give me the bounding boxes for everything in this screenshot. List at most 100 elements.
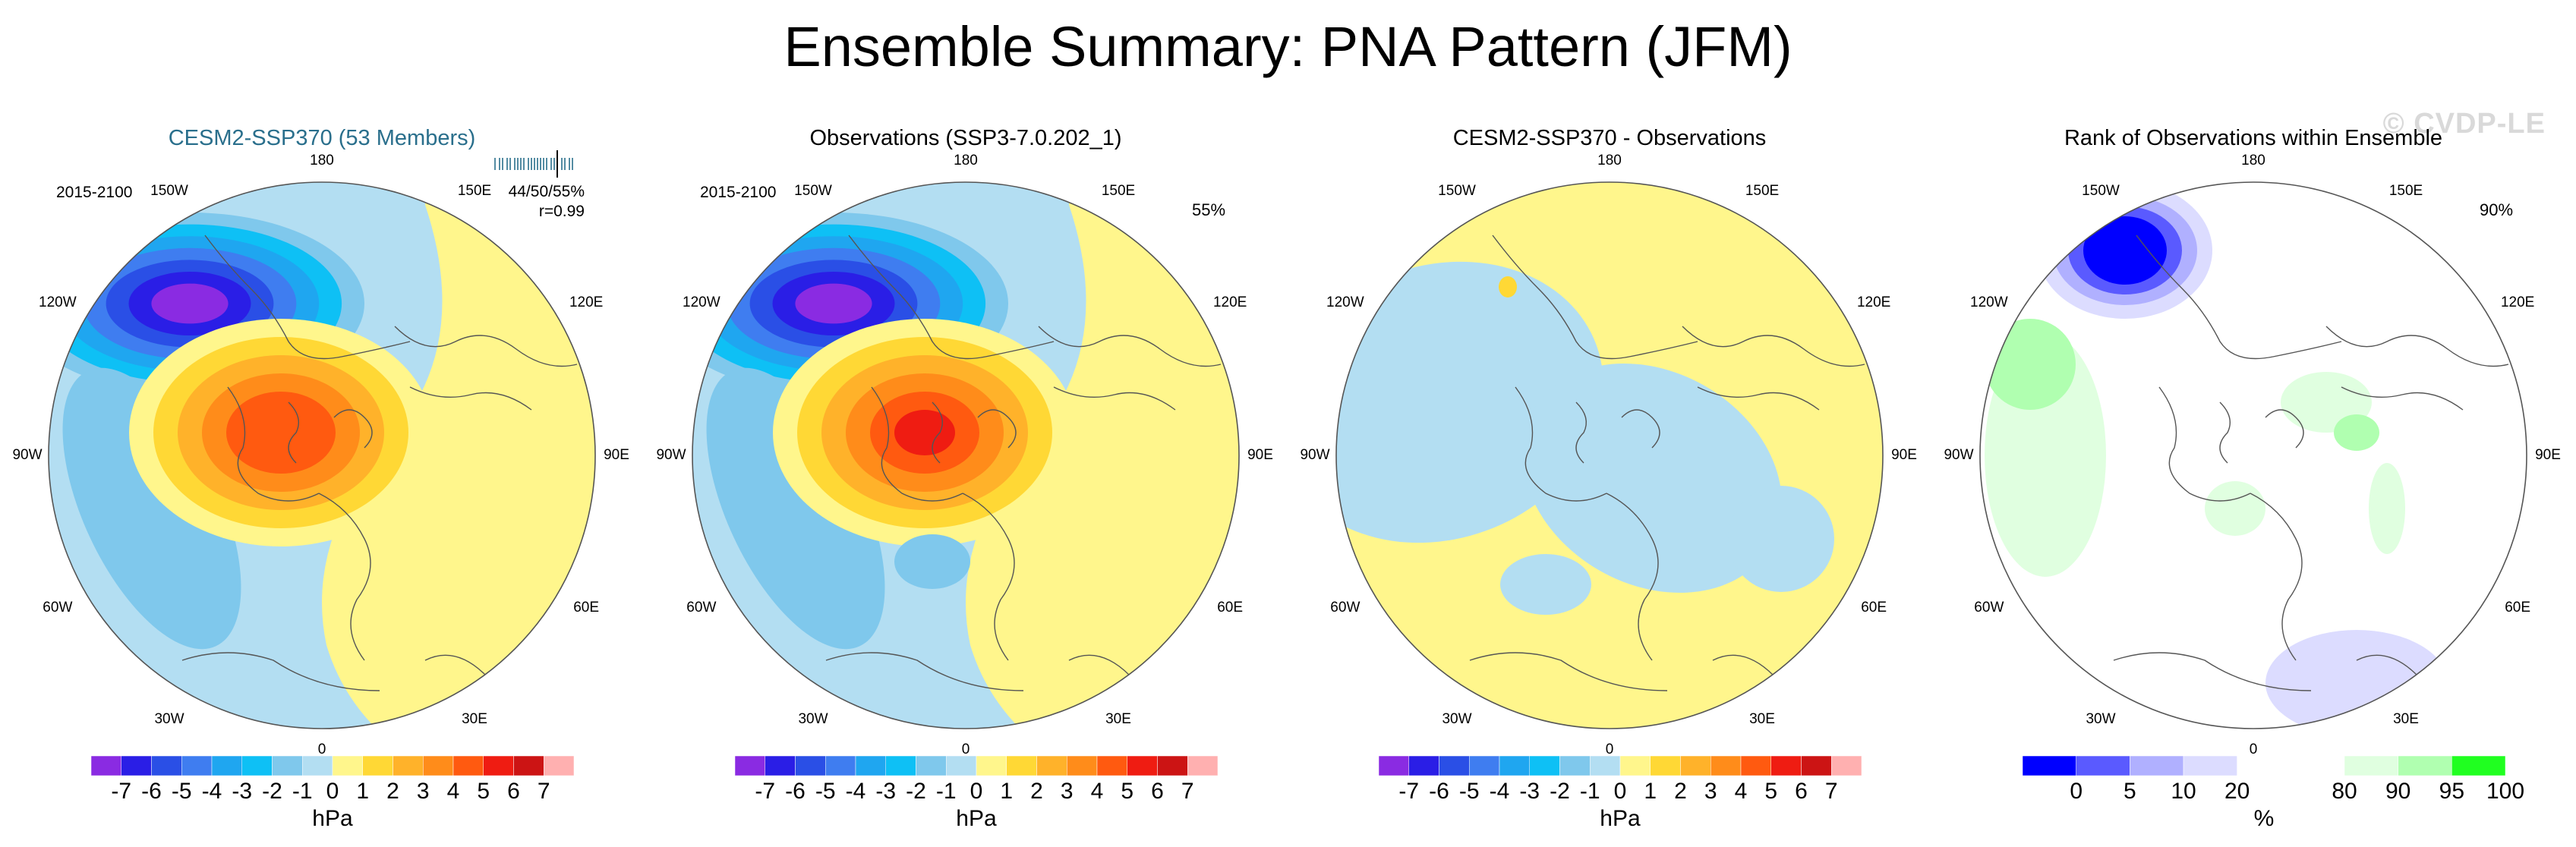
colorbar-tick-label: 0 <box>970 779 983 804</box>
colorbar-swatch-8 <box>2451 755 2506 776</box>
rank-high-patch-4 <box>2205 481 2265 536</box>
colorbar-swatch-5 <box>241 755 273 776</box>
colorbar-tick-label: -7 <box>111 779 132 804</box>
colorbar-tick-label: 95 <box>2439 779 2465 804</box>
colorbar-swatch-14 <box>513 755 544 776</box>
coastline-segment-3 <box>1682 326 1865 367</box>
polar-map <box>1979 181 2527 729</box>
colorbar-tick-label: 10 <box>2171 779 2196 804</box>
lon-label-60e: 60E <box>573 600 600 616</box>
coastline-segment-3 <box>394 326 578 367</box>
colorbar-tick-label: 1 <box>1644 779 1657 804</box>
colorbar-swatch-14 <box>1801 755 1832 776</box>
colorbar-swatch-4 <box>1499 755 1530 776</box>
lon-label-60e: 60E <box>1861 600 1887 616</box>
lon-label-60w: 60W <box>1974 600 2004 616</box>
diff-positive-patch <box>1499 276 1517 298</box>
lon-label-90w: 90W <box>656 447 686 463</box>
lon-label-90w: 90W <box>12 447 43 463</box>
colorbar-swatch-13 <box>1770 755 1802 776</box>
lon-label-150e: 150E <box>457 182 492 199</box>
diff-negative-patch-3 <box>1500 554 1591 615</box>
colorbar-swatch-14 <box>1157 755 1188 776</box>
colorbar-tick-label: 1 <box>1000 779 1014 804</box>
colorbar-swatch-6 <box>2344 755 2398 776</box>
percent-label: 90% <box>2480 200 2514 219</box>
colorbar-tick-label: 20 <box>2224 779 2250 804</box>
lon-label-30e: 30E <box>1749 711 1775 728</box>
lon-label-60e: 60E <box>1217 600 1244 616</box>
diff-negative-patch-1 <box>1522 364 1782 593</box>
colorbar <box>2022 755 2506 776</box>
coastline-segment-1 <box>1515 386 1607 502</box>
rank-high-patch-3 <box>2334 414 2379 451</box>
colorbar-tick-label: -6 <box>141 779 162 804</box>
colorbar-unit-label: hPa <box>956 806 997 831</box>
colorbar-tick-label: 3 <box>1060 779 1074 804</box>
colorbar-tick-label: 0 <box>2070 779 2083 804</box>
lon-label-30w: 30W <box>2086 711 2116 728</box>
colorbar-tick-label: 5 <box>477 779 490 804</box>
colorbar-swatch-1 <box>765 755 796 776</box>
lon-label-180: 180 <box>954 153 978 168</box>
colorbar <box>1378 755 1862 776</box>
panel-title: Rank of Observations within Ensemble <box>2064 126 2443 150</box>
polar-map <box>48 181 596 729</box>
coastlines <box>1469 235 1865 697</box>
lon-label-150w: 150W <box>794 182 832 199</box>
colorbar-swatch-1 <box>1408 755 1439 776</box>
colorbar-swatch-0 <box>90 755 121 776</box>
coastline-segment-4 <box>1697 386 1820 411</box>
lon-label-120w: 120W <box>1970 294 2008 310</box>
coastline-segment-1 <box>871 386 963 502</box>
colorbar-swatch-11 <box>1067 755 1098 776</box>
colorbar-swatch-7 <box>1590 755 1621 776</box>
colorbar-swatch-10 <box>1680 755 1711 776</box>
colorbar-swatch-8 <box>1619 755 1651 776</box>
coastline-segment-2 <box>2250 493 2303 661</box>
map-boundary <box>1335 181 1884 729</box>
colorbar-tick-label: -7 <box>1398 779 1420 804</box>
lon-label-150w: 150W <box>1438 182 1476 199</box>
watermark: © CVDP-LE <box>2382 108 2546 140</box>
panel-rank: Rank of Observations within Ensemble 90%… <box>1931 114 2575 847</box>
colorbar-tick-label: 4 <box>1090 779 1104 804</box>
colorbar-tick-label: -4 <box>845 779 866 804</box>
colorbar-tick-label: 7 <box>1181 779 1194 804</box>
coastline-segment-0 <box>1492 235 1698 360</box>
arctic-high-level-4 <box>226 392 336 474</box>
colorbar-swatch-4 <box>211 755 242 776</box>
coastline-segment-7 <box>1575 401 1587 464</box>
coastline-segment-8 <box>2265 409 2304 449</box>
period-label: 2015-2100 <box>700 184 777 201</box>
colorbar-tick-label: 6 <box>1151 779 1164 804</box>
colorbar-swatch-15 <box>544 755 575 776</box>
colorbar-swatch-1 <box>2076 755 2130 776</box>
colorbar-swatch-5 <box>1529 755 1560 776</box>
colorbar-swatch-4 <box>2237 755 2291 776</box>
lon-label-60w: 60W <box>1330 600 1361 616</box>
lon-label-120w: 120W <box>683 294 720 310</box>
colorbar-tick-label: 0 <box>1613 779 1627 804</box>
colorbar-tick-label: 90 <box>2385 779 2411 804</box>
polar-map <box>1335 181 1884 729</box>
colorbar-tick-label: 7 <box>1824 779 1838 804</box>
lon-label-120e: 120E <box>569 294 604 310</box>
colorbar-swatch-2 <box>795 755 826 776</box>
colorbar-tick-label: -6 <box>1429 779 1449 804</box>
lon-label-120w: 120W <box>1326 294 1364 310</box>
coastline-segment-1 <box>2158 386 2251 502</box>
coastline-segment-8 <box>333 409 373 449</box>
colorbar-unit-label: hPa <box>1600 806 1641 831</box>
coastline-segment-7 <box>288 401 299 464</box>
colorbar <box>90 755 575 776</box>
coastline-segment-5 <box>181 652 380 691</box>
lon-label-150e: 150E <box>2388 182 2423 199</box>
lon-label-90e: 90E <box>1891 447 1917 463</box>
colorbar-swatch-5 <box>885 755 916 776</box>
ensemble-rug-plot <box>494 150 573 178</box>
colorbar-swatch-13 <box>1127 755 1158 776</box>
lon-label-30e: 30E <box>1105 711 1131 728</box>
lon-label-90e: 90E <box>2535 447 2561 463</box>
colorbar-tick-label: 6 <box>1795 779 1808 804</box>
